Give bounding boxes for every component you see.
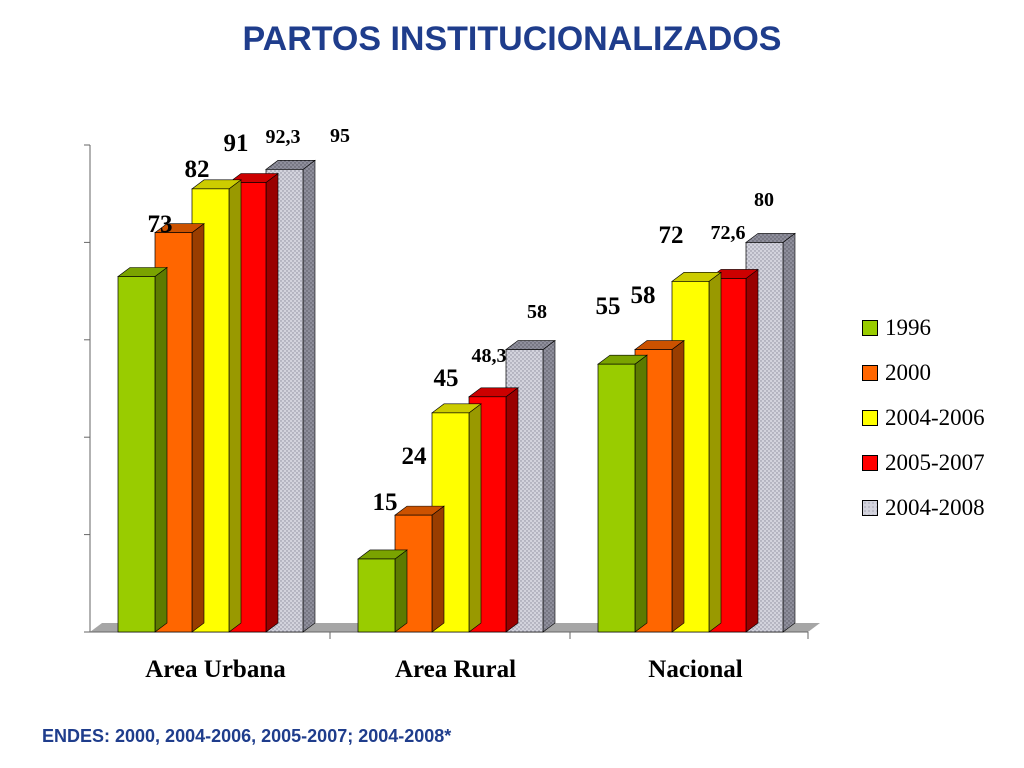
data-label: 58 <box>527 301 547 323</box>
bar-side <box>708 271 722 633</box>
category-label: Nacional <box>648 656 743 683</box>
bar-side <box>394 549 408 633</box>
data-label: 80 <box>754 189 774 211</box>
bar-side <box>634 354 648 633</box>
data-label: 72,6 <box>711 222 746 244</box>
bar <box>357 549 408 633</box>
legend-swatch <box>862 454 878 471</box>
legend-item: 1996 <box>862 305 985 350</box>
bar-side <box>542 339 556 633</box>
legend-item: 2004-2008 <box>862 485 985 530</box>
legend-label: 2000 <box>885 359 931 385</box>
legend-swatch <box>862 499 878 516</box>
legend-item: 2004-2006 <box>862 395 985 440</box>
legend: 1996 2000 2004-2006 2005-2007 2004-2008 <box>862 305 985 530</box>
legend-swatch <box>862 409 878 426</box>
data-label: 48,3 <box>472 345 507 367</box>
category-label: Area Rural <box>395 656 516 683</box>
bar-front <box>357 558 396 633</box>
bar-side <box>671 339 685 633</box>
legend-label: 2005-2007 <box>885 449 985 475</box>
legend-label: 1996 <box>885 314 931 340</box>
data-label: 24 <box>402 443 428 470</box>
bar-front <box>597 363 636 633</box>
bar-side <box>468 403 482 633</box>
legend-swatch <box>862 364 878 381</box>
legend-label: 2004-2008 <box>885 494 985 520</box>
category-label: Area Urbana <box>145 656 286 683</box>
data-label: 58 <box>631 282 656 309</box>
bar-side <box>191 223 205 633</box>
data-label: 95 <box>330 125 350 147</box>
bar-side <box>154 266 168 633</box>
bar-side <box>228 179 242 633</box>
data-label: 91 <box>224 130 249 157</box>
source-note: ENDES: 2000, 2004-2006, 2005-2007; 2004-… <box>42 726 452 746</box>
data-label: 92,3 <box>266 126 301 148</box>
bar-side <box>745 268 759 633</box>
bar <box>117 266 168 633</box>
legend-item: 2005-2007 <box>862 440 985 485</box>
bar <box>597 354 648 633</box>
bar-side <box>505 387 519 633</box>
bar-side <box>265 172 279 633</box>
data-label: 72 <box>659 222 684 249</box>
legend-swatch <box>862 319 878 336</box>
data-label: 15 <box>373 489 398 516</box>
data-label: 55 <box>596 293 621 320</box>
data-label: 82 <box>185 156 210 183</box>
bar-side <box>431 505 445 633</box>
bar-side <box>302 159 316 633</box>
chart-title: PARTOS INSTITUCIONALIZADOS <box>242 20 782 58</box>
bar-side <box>782 232 796 633</box>
data-label: 45 <box>434 365 459 392</box>
bar-front <box>117 276 156 633</box>
legend-label: 2004-2006 <box>885 404 985 430</box>
data-label: 73 <box>148 211 173 238</box>
legend-item: 2000 <box>862 350 985 395</box>
